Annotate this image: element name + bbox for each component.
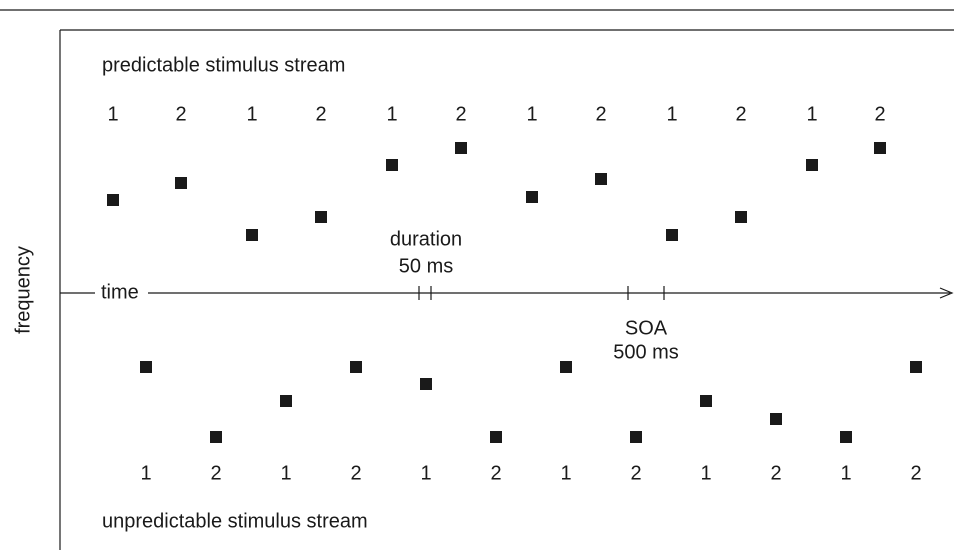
stimulus-label: 1 <box>700 462 711 484</box>
stimulus-label: 2 <box>770 462 781 484</box>
soa-value: 500 ms <box>613 341 679 363</box>
stimulus-label: 1 <box>107 103 118 125</box>
stimulus-label: 1 <box>560 462 571 484</box>
axis-arrow <box>939 287 954 299</box>
stimulus-label: 1 <box>280 462 291 484</box>
x-axis-label: time <box>101 281 139 303</box>
stimulus-label: 2 <box>735 103 746 125</box>
stimulus-marker <box>560 361 572 373</box>
stimulus-label: 1 <box>806 103 817 125</box>
stimulus-label: 2 <box>874 103 885 125</box>
stimulus-marker <box>210 431 222 443</box>
stimulus-marker <box>735 211 747 223</box>
stimulus-label: 1 <box>666 103 677 125</box>
stimulus-label: 2 <box>175 103 186 125</box>
stimulus-marker <box>595 173 607 185</box>
stimulus-marker <box>806 159 818 171</box>
stimulus-marker <box>280 395 292 407</box>
stimulus-marker <box>315 211 327 223</box>
stimulus-label: 1 <box>140 462 151 484</box>
stimulus-marker <box>140 361 152 373</box>
stimulus-label: 1 <box>246 103 257 125</box>
stimulus-label: 2 <box>455 103 466 125</box>
stimulus-label: 2 <box>595 103 606 125</box>
soa-label: SOA <box>625 317 668 339</box>
stimulus-marker <box>490 431 502 443</box>
stimulus-label: 2 <box>210 462 221 484</box>
stimulus-label: 2 <box>910 462 921 484</box>
duration-value: 50 ms <box>399 255 453 277</box>
stimulus-marker <box>910 361 922 373</box>
stimulus-label: 1 <box>420 462 431 484</box>
y-axis-label: frequency <box>12 246 34 334</box>
stimulus-label: 1 <box>840 462 851 484</box>
stimulus-marker <box>770 413 782 425</box>
stimulus-marker <box>246 229 258 241</box>
stimulus-marker <box>630 431 642 443</box>
stimulus-label: 2 <box>490 462 501 484</box>
stimulus-marker <box>107 194 119 206</box>
stimulus-marker <box>700 395 712 407</box>
stimulus-marker <box>666 229 678 241</box>
stream-title: unpredictable stimulus stream <box>102 510 368 532</box>
stimulus-marker <box>455 142 467 154</box>
stimulus-label: 1 <box>386 103 397 125</box>
duration-label: duration <box>390 228 462 250</box>
stimulus-marker <box>420 378 432 390</box>
stimulus-label: 2 <box>630 462 641 484</box>
stimulus-marker <box>874 142 886 154</box>
stimulus-label: 2 <box>350 462 361 484</box>
stimulus-marker <box>386 159 398 171</box>
stimulus-marker <box>175 177 187 189</box>
stimulus-label: 1 <box>526 103 537 125</box>
stream-title: predictable stimulus stream <box>102 54 345 76</box>
stimulus-marker <box>526 191 538 203</box>
stimulus-label: 2 <box>315 103 326 125</box>
stimulus-marker <box>840 431 852 443</box>
stimulus-marker <box>350 361 362 373</box>
